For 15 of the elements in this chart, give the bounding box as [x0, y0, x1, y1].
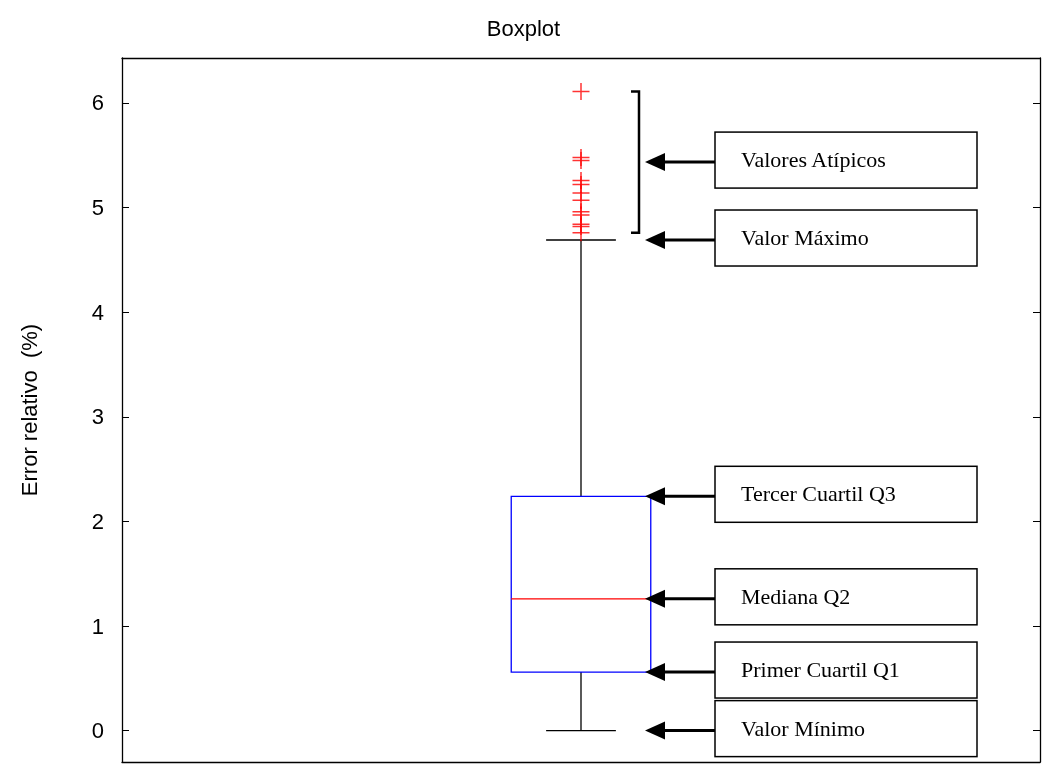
chart-title: Boxplot [486, 15, 561, 41]
y-tick-label: 6 [91, 90, 104, 116]
annotation: Valor Mínimo [740, 714, 866, 743]
y-tick-label: 4 [91, 299, 104, 325]
annotation: Tercer Cuartil Q3 [740, 480, 896, 509]
annotation: Primer Cuartil Q1 [740, 656, 900, 685]
annotation: Valores Atípicos [740, 146, 886, 175]
annotation: Valor Máximo [740, 224, 869, 252]
y-tick-label: 1 [91, 613, 104, 639]
y-tick-label: 3 [91, 404, 104, 430]
y-axis-title: Error relativo (%) [16, 323, 42, 497]
y-tick-label: 0 [91, 718, 104, 744]
annotation: Mediana Q2 [740, 582, 851, 611]
y-tick-label: 5 [91, 195, 104, 221]
y-tick-label: 2 [91, 508, 104, 534]
